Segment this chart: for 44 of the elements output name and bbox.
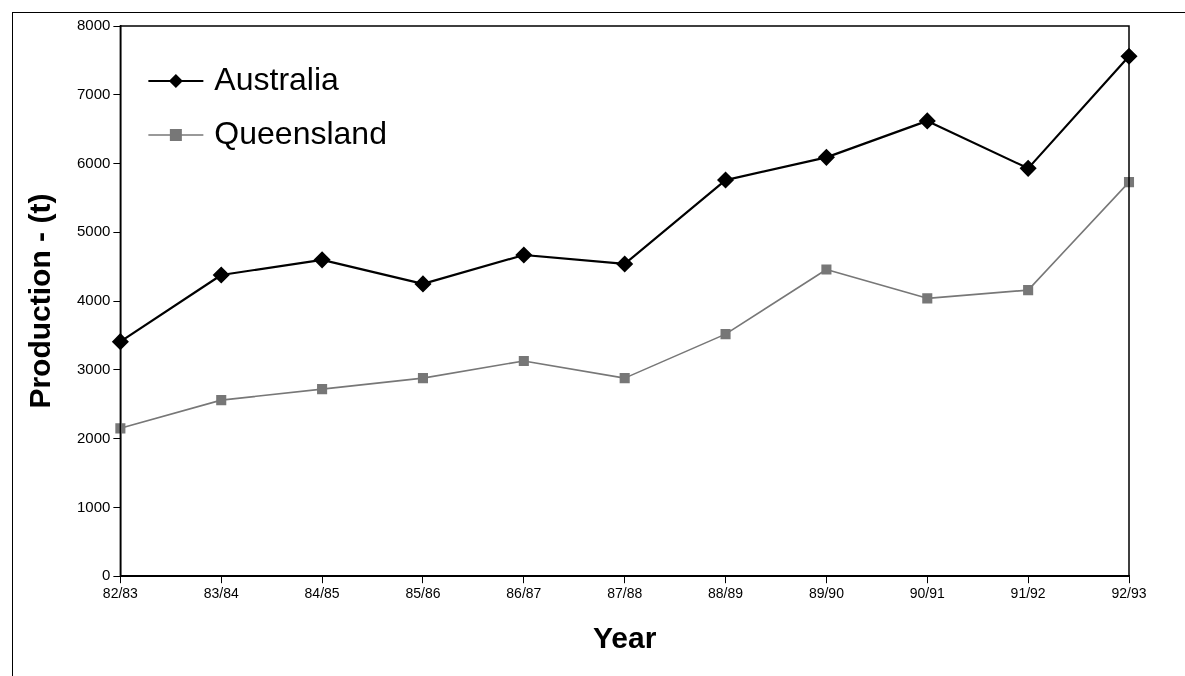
point [922, 293, 933, 304]
y-tick-label: 6000 [76, 153, 111, 171]
point [515, 246, 532, 264]
legend-label: Australia [214, 60, 340, 97]
x-tick-label: 83/84 [203, 585, 239, 602]
point [818, 149, 835, 166]
point [112, 333, 129, 350]
point [720, 329, 731, 340]
point [216, 395, 227, 406]
y-tick-label: 7000 [76, 84, 111, 102]
y-tick-label: 1000 [76, 497, 111, 515]
point [616, 255, 633, 273]
x-tick-label: 87/88 [607, 585, 643, 602]
point [317, 384, 328, 395]
y-tick-label: 5000 [76, 222, 111, 240]
point [115, 423, 126, 434]
x-tick-label: 89/90 [808, 585, 845, 602]
x-tick-label: 85/86 [405, 585, 441, 602]
point [417, 373, 428, 384]
point [1023, 285, 1034, 296]
point [619, 373, 630, 384]
legend-label: Queensland [214, 114, 387, 151]
x-tick-label: 88/89 [708, 585, 744, 602]
point [821, 264, 832, 275]
y-tick-label: 4000 [76, 291, 111, 309]
point [314, 251, 331, 268]
point [213, 266, 230, 284]
x-tick-label: 92/93 [1111, 585, 1147, 602]
y-tick-label: 3000 [76, 360, 111, 378]
y-tick-label: 0 [102, 566, 111, 584]
x-axis-title: Year [592, 621, 657, 655]
x-tick-label: 82/83 [102, 585, 139, 602]
x-tick-label: 84/85 [304, 585, 340, 602]
point [919, 112, 936, 130]
y-tick-label: 2000 [76, 428, 111, 446]
point [414, 275, 432, 293]
point [518, 355, 529, 366]
x-tick-label: 86/87 [506, 585, 542, 602]
x-tick-label: 90/91 [909, 585, 945, 602]
x-tick-label: 91/92 [1010, 585, 1046, 602]
point [1020, 160, 1037, 177]
point [717, 171, 734, 189]
y-axis-title: Production - (t) [23, 193, 57, 409]
y-tick-label: 8000 [76, 16, 111, 34]
